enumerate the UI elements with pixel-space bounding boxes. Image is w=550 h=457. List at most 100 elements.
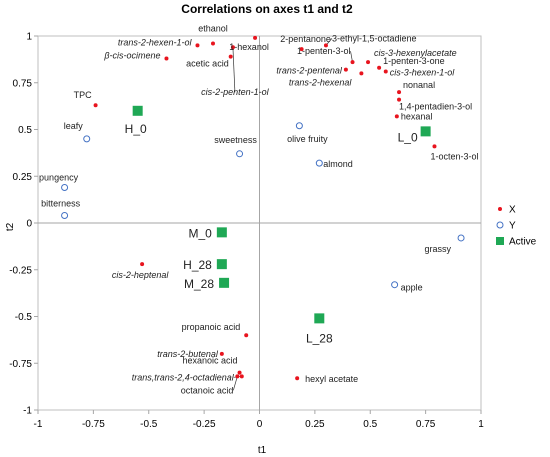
x-tick-label: 0.25 [305, 419, 325, 430]
point-label: 1-octen-3-ol [430, 151, 478, 161]
point-label: trans-2-hexenal [289, 77, 353, 87]
x-tick-labels: -1 -0.75 -0.5 -0.25 0 0.25 0.5 0.75 1 [34, 410, 484, 430]
point-label: H_0 [125, 122, 147, 136]
point-label: hexyl acetate [305, 374, 358, 384]
active-point [420, 126, 431, 137]
point-label: 1-penten-3-one [383, 56, 445, 66]
point-label: almond [323, 159, 353, 169]
x-point [397, 90, 402, 95]
point-label: L_28 [306, 331, 333, 345]
x-point [432, 144, 437, 149]
y-tick-label: 1 [26, 32, 32, 43]
y-point [315, 159, 323, 167]
point-label: leafy [64, 121, 84, 131]
y-point [61, 212, 69, 220]
x-point [343, 67, 348, 72]
legend-label: Active [509, 237, 537, 248]
x-point [219, 351, 224, 356]
point-label: M_0 [189, 226, 213, 240]
x-point [323, 43, 328, 48]
point-label: M_28 [184, 277, 214, 291]
y-tick-label: 0.75 [13, 78, 33, 89]
point-label: ethanol [198, 23, 228, 33]
y-tick-label: -0.5 [15, 312, 33, 323]
x-point [164, 56, 169, 61]
x-point [253, 35, 258, 40]
point-label: trans,trans-2,4-octadienal [132, 372, 235, 382]
x-tick-label: -1 [34, 419, 43, 430]
point-label: H_28 [183, 258, 212, 272]
y-tick-labels: 1 0.75 0.5 0.25 0 -0.25 -0.5 -0.75 -1 [9, 32, 38, 417]
x-point [237, 370, 242, 375]
x-point [239, 374, 244, 379]
point-label: cis-2-heptenal [112, 270, 170, 280]
point-label: sweetness [214, 135, 257, 145]
point-label: acetic acid [186, 59, 229, 69]
active-point [314, 313, 325, 324]
y-axis-label: t2 [5, 222, 16, 231]
active-point [219, 277, 230, 288]
y-tick-label: -1 [23, 406, 32, 417]
x-axis-label: t1 [258, 445, 267, 456]
y-point [391, 281, 399, 289]
point-label: 1-penten-3-ol [297, 46, 351, 56]
x-tick-label: -0.75 [82, 419, 105, 430]
legend-marker-active [496, 237, 504, 245]
x-point [383, 69, 388, 74]
x-point [230, 45, 235, 50]
x-point [295, 376, 300, 381]
leader-line [232, 47, 236, 93]
y-point [236, 150, 244, 158]
point-label: pungency [39, 172, 79, 182]
x-tick-label: 0 [257, 419, 263, 430]
x-point [228, 54, 233, 59]
point-label: octanoic acid [181, 385, 234, 395]
point-label: nonanal [403, 80, 435, 90]
x-point [397, 97, 402, 102]
legend-marker-y [496, 221, 504, 229]
legend-marker-x [498, 207, 502, 211]
point-label: propanoic acid [182, 322, 241, 332]
point-label: grassy [425, 244, 452, 254]
y-tick-label: 0.5 [18, 125, 32, 136]
point-label: cis-3-hexenylacetate [374, 48, 457, 58]
active-point [216, 227, 227, 238]
x-tick-label: 0.5 [363, 419, 377, 430]
y-tick-label: -0.25 [9, 265, 32, 276]
x-tick-label: 0.75 [416, 419, 436, 430]
x-point [210, 41, 215, 46]
x-point [350, 60, 355, 65]
point-label: cis-2-penten-1-ol [201, 87, 270, 97]
legend-label: X [509, 205, 516, 216]
legend-label: Y [509, 221, 516, 232]
x-point [195, 43, 200, 48]
data-points [61, 35, 465, 381]
x-point [235, 374, 240, 379]
y-tick-label: 0 [26, 219, 32, 230]
point-label: trans-2-hexen-1-ol [118, 37, 193, 47]
point-label: bitterness [41, 199, 81, 209]
y-tick-label: -0.75 [9, 359, 32, 370]
x-point [377, 65, 382, 70]
x-point [299, 47, 304, 52]
point-label: β-cis-ocimene [103, 50, 160, 60]
legend: XY Active [496, 205, 537, 248]
y-point [295, 122, 303, 130]
point-label: 3-ethyl-1,5-octadiene [332, 33, 417, 43]
x-point [140, 262, 145, 267]
x-tick-label: -0.5 [140, 419, 158, 430]
point-label: trans-2-butenal [157, 349, 219, 359]
point-label: 1-hexanol [229, 42, 269, 52]
active-point [216, 259, 227, 270]
point-label: TPC [74, 90, 93, 100]
point-label: hexanal [401, 111, 433, 121]
x-tick-label: -0.25 [193, 419, 216, 430]
chart-title: Correlations on axes t1 and t2 [181, 2, 353, 16]
point-label: olive fruity [287, 134, 328, 144]
x-point [394, 114, 399, 119]
x-point [366, 60, 371, 65]
active-point [132, 105, 143, 116]
point-labels: ethanol trans-2-hexen-1-ol β-cis-ocimene 1-… [39, 23, 478, 395]
